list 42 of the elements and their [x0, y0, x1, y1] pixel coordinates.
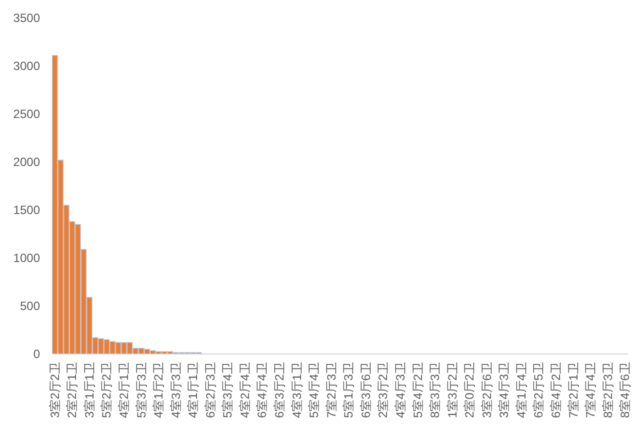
y-tick-label: 1000: [13, 251, 40, 265]
x-tick-label: 4室1厅2卫: [152, 362, 166, 418]
x-tick-label: 3室4厅3卫: [497, 362, 512, 418]
y-tick-label: 2000: [13, 155, 40, 169]
x-tick-label: 4室3厅3卫: [168, 362, 183, 418]
x-tick-label: 6室4厅4卫: [255, 362, 270, 418]
x-tick-label: 4室4厅3卫: [393, 362, 408, 418]
x-tick-label: 7室2厅3卫: [324, 362, 338, 418]
x-tick-label: 6室2厅5卫: [532, 362, 546, 418]
x-tick-label: 2室0厅2卫: [462, 362, 477, 418]
y-tick-label: 500: [20, 299, 40, 313]
x-tick-label: 7室2厅1卫: [566, 362, 580, 418]
x-tick-label: 4室2厅4卫: [238, 362, 252, 418]
x-tick-label: 6室2厅3卫: [203, 362, 218, 418]
x-tick-label: 2室2厅1卫: [65, 362, 80, 418]
x-tick-label: 3室2厅6卫: [480, 362, 494, 418]
x-tick-label: 6室4厅2卫: [549, 362, 563, 418]
x-tick-label: 4室3厅1卫: [290, 362, 304, 418]
x-tick-label: 5室2厅2卫: [100, 362, 114, 418]
x-tick-label: 3室1厅1卫: [82, 362, 96, 418]
y-tick-label: 3500: [13, 11, 40, 25]
x-tick-label: 7室4厅4卫: [584, 362, 598, 418]
x-tick-label: 5室1厅3卫: [342, 362, 356, 418]
x-tick-label: 4室2厅1卫: [117, 362, 131, 418]
x-tick-label: 8室4厅6卫: [618, 362, 632, 418]
x-tick-label: 5室4厅4卫: [307, 362, 322, 418]
x-tick-label: 5室3厅3卫: [134, 362, 148, 418]
y-tick-label: 3000: [13, 59, 40, 73]
x-tick-label: 4室1厅1卫: [186, 362, 200, 418]
y-tick-label: 1500: [13, 203, 40, 217]
x-tick-label: 8室3厅3卫: [428, 362, 442, 418]
x-tick-label: 4室1厅4卫: [514, 362, 528, 418]
x-tick-label: 6室3厅2卫: [272, 362, 287, 418]
x-tick-label: 2室3厅2卫: [376, 362, 390, 418]
y-tick-label: 0: [33, 347, 40, 361]
x-tick-label: 5室3厅4卫: [220, 362, 235, 418]
x-tick-label: 5室4厅2卫: [410, 362, 425, 418]
y-tick-label: 2500: [13, 107, 40, 121]
x-tick-label: 6室3厅6卫: [358, 362, 373, 418]
x-tick-label: 3室2厅2卫: [48, 362, 62, 418]
x-tick-label: 1室3厅2卫: [445, 362, 460, 418]
x-tick-label: 8室2厅3卫: [600, 362, 615, 418]
